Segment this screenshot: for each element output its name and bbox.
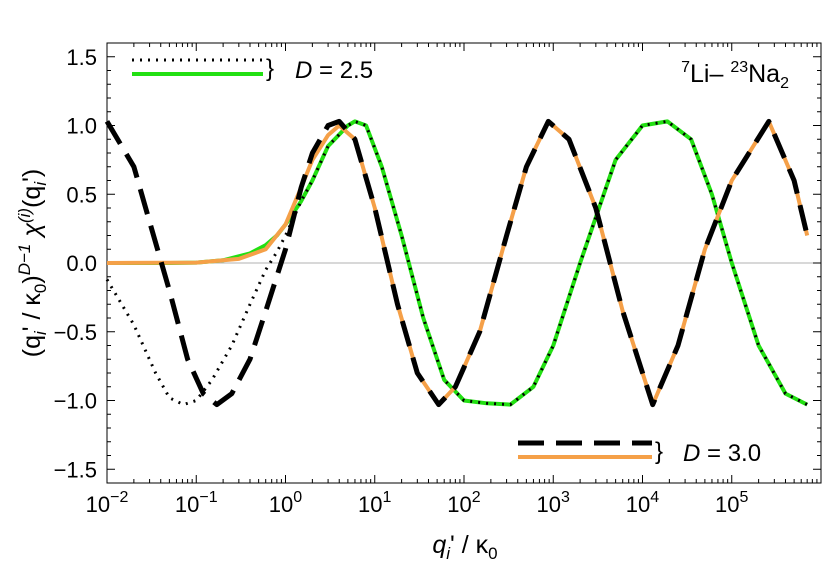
- y-tick-label: −0.5: [54, 320, 97, 345]
- legend-d30: } D = 3.0: [518, 438, 761, 467]
- legend-d25: } D = 2.5: [132, 55, 373, 84]
- x-tick-label: 10−2: [86, 489, 129, 517]
- x-tick-label: 10−1: [175, 489, 218, 517]
- legend-d25-brace: }: [266, 55, 274, 82]
- tick-marks: [106, 42, 821, 484]
- x-tick-label: 105: [715, 489, 748, 517]
- legend-d30-label: D = 3.0: [683, 440, 761, 467]
- x-tick-label: 101: [358, 489, 391, 517]
- series-line-dashed-3: [104, 118, 810, 408]
- series-group: [104, 118, 810, 408]
- legend-d30-brace: }: [655, 438, 663, 465]
- y-tick-label: −1.0: [54, 389, 97, 414]
- system-annotation: 7Li– 23Na2: [681, 59, 789, 92]
- x-tick-label: 100: [269, 489, 302, 517]
- x-tick-label: 103: [537, 489, 570, 517]
- x-tick-label: 104: [626, 489, 659, 517]
- y-tick-label: 0.0: [66, 251, 97, 276]
- y-axis-label: (qi' / κ0)D−1 χ(i)(qi'): [15, 169, 50, 357]
- y-tick-label: 1.5: [66, 45, 97, 70]
- legend-d25-label: D = 2.5: [295, 57, 373, 84]
- x-tick-label: 102: [447, 489, 480, 517]
- y-tick-labels: 1.5 1.0 0.5 0.0 −0.5 −1.0 −1.5: [54, 45, 97, 483]
- x-axis-label: qi' / κ0: [432, 531, 497, 563]
- x-tick-labels: 10−2 10−1 100 101 102 103 104 105: [86, 489, 749, 517]
- y-tick-label: 0.5: [66, 182, 97, 207]
- y-tick-label: 1.0: [66, 114, 97, 139]
- y-tick-label: −1.5: [54, 457, 97, 482]
